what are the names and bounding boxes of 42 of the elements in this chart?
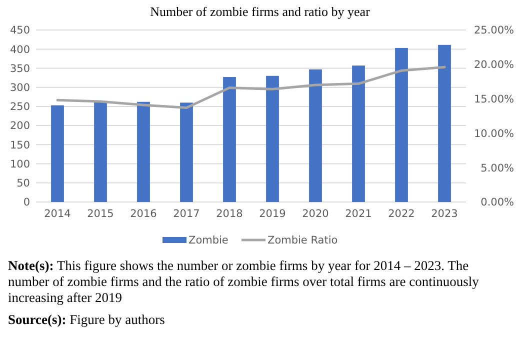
- y-tick-label: 450: [10, 24, 30, 37]
- chart-title: Number of zombie firms and ratio by year: [150, 4, 371, 19]
- y-tick-label: 50: [16, 178, 30, 190]
- bar: [51, 105, 64, 202]
- line-series: [56, 66, 446, 109]
- y-tick-label: 400: [10, 44, 30, 56]
- y2-tick-label: 0.00%: [480, 196, 514, 209]
- y2-tick-label: 25.00%: [474, 24, 514, 37]
- x-tick-label: 2018: [216, 208, 243, 220]
- source-note: Source(s): Figure by authors: [8, 312, 165, 327]
- x-tick-label: 2021: [345, 208, 372, 220]
- bar: [94, 102, 107, 202]
- bar: [223, 77, 236, 202]
- legend-label: Zombie: [188, 234, 228, 247]
- bar: [266, 76, 279, 202]
- y-tick-label: 200: [10, 120, 30, 132]
- bar: [352, 66, 365, 202]
- y-tick-label: 250: [10, 101, 30, 114]
- x-tick-label: 2016: [130, 208, 158, 220]
- x-tick-label: 2022: [388, 208, 415, 220]
- y-tick-label: 300: [10, 82, 30, 94]
- y2-tick-label: 5.00%: [480, 162, 514, 174]
- x-tick-label: 2019: [259, 208, 286, 220]
- text: Note(s): This figure shows the number or zombie firms by year for 2014 – 2023. The number of zombie firms and the ratio of zombie firms over total firms are continuously increasing after 2019: [8, 258, 480, 305]
- x-tick-label: 2014: [44, 208, 72, 220]
- bar: [438, 44, 451, 202]
- bar: [309, 69, 322, 202]
- x-tick-label: 2020: [302, 208, 329, 220]
- y-tick-label: 150: [10, 139, 30, 152]
- y2-tick-label: 10.00%: [474, 128, 514, 140]
- x-tick-label: 2015: [87, 208, 114, 220]
- y-tick-label: 0: [23, 196, 30, 209]
- bar: [395, 48, 408, 202]
- bar: [137, 102, 150, 202]
- y-tick-label: 350: [10, 62, 30, 75]
- bar: [180, 102, 193, 202]
- y2-tick-label: 20.00%: [474, 59, 514, 72]
- y-tick-label: 100: [10, 158, 30, 170]
- legend-label: Zombie Ratio: [268, 234, 338, 247]
- y2-tick-label: 15.00%: [474, 93, 514, 106]
- x-tick-label: 2023: [431, 208, 458, 220]
- x-tick-label: 2017: [173, 208, 200, 220]
